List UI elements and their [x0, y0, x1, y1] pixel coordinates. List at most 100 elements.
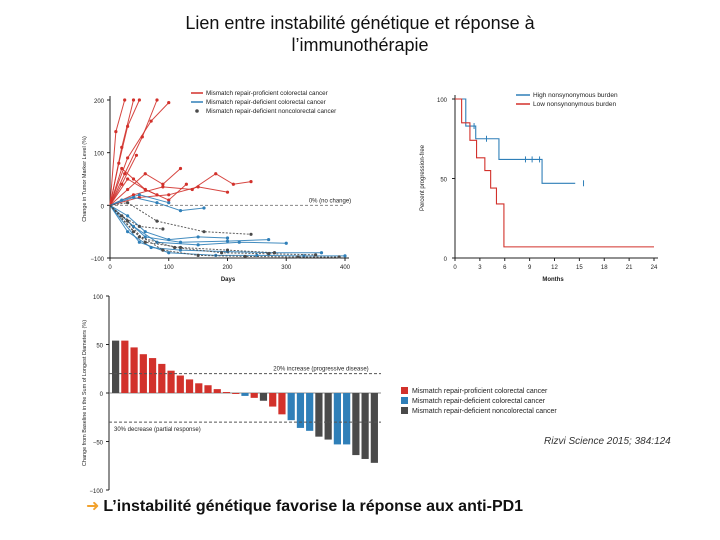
spider-data-point	[126, 124, 130, 128]
spider-data-point	[167, 201, 171, 205]
spider-data-point	[178, 166, 183, 171]
spider-data-point	[249, 232, 253, 236]
slide-title-line-1: Lien entre instabilité génétique et répo…	[185, 13, 535, 33]
spider-data-point	[314, 253, 318, 257]
spider-data-point	[178, 209, 183, 213]
waterfall-bar	[232, 393, 240, 394]
spider-data-point	[190, 187, 194, 192]
spider-series-line	[109, 167, 158, 206]
spider-data-point	[196, 235, 200, 239]
km-legend-label: High nonsynonymous burden	[533, 92, 618, 99]
spider-series-line	[109, 178, 187, 206]
km-y-tick-label: 100	[437, 98, 448, 104]
spider-data-point	[155, 193, 159, 197]
spider-data-point	[167, 237, 171, 242]
waterfall-ref-label-progressive: 20% increase (progressive disease)	[273, 367, 368, 373]
spider-legend-label: Mismatch repair-proficient colorectal ca…	[206, 90, 328, 97]
spider-series-line	[109, 204, 287, 246]
spider-data-point	[267, 252, 271, 256]
spider-data-point	[225, 250, 230, 254]
spider-data-point	[143, 235, 147, 239]
spider-data-point	[123, 98, 127, 102]
spider-data-point	[155, 219, 159, 223]
spider-series-line	[109, 196, 205, 212]
spider-data-point	[225, 236, 230, 240]
spider-data-point	[155, 98, 159, 102]
waterfall-bar	[121, 340, 129, 393]
spider-data-point	[296, 255, 300, 259]
arrow-right-icon: ➜	[86, 498, 100, 515]
spider-data-point	[196, 253, 200, 257]
spider-data-point	[120, 166, 124, 171]
km-x-label: Months	[542, 277, 564, 283]
spider-data-point	[231, 182, 235, 186]
spider-data-point	[126, 201, 130, 205]
waterfall-bar	[167, 370, 175, 393]
spider-data-point	[126, 156, 130, 160]
spider-data-point	[126, 177, 130, 181]
spider-data-point	[143, 240, 147, 244]
spider-series-line	[109, 173, 252, 206]
spider-data-point	[131, 98, 136, 102]
citation: Rizvi Science 2015; 384:124	[544, 436, 671, 447]
spider-data-point	[126, 219, 130, 223]
spider-series-line	[109, 99, 126, 206]
spider-data-point	[143, 187, 147, 192]
spider-data-point	[202, 230, 206, 234]
spider-legend-marker	[195, 109, 199, 113]
spider-data-point	[161, 248, 165, 252]
spider-data-point	[137, 240, 141, 244]
waterfall-bar	[112, 340, 120, 393]
slide-title: Lien entre instabilité génétique et répo…	[0, 12, 720, 56]
km-x-tick-label: 3	[478, 265, 482, 271]
km-y-label: Percent progression-free	[420, 144, 426, 211]
spider-data-point	[255, 253, 259, 257]
waterfall-bar	[278, 393, 286, 415]
spider-y-tick-label: 0	[101, 204, 105, 210]
spider-x-tick-label: 0	[108, 265, 112, 271]
spider-data-point	[167, 198, 171, 202]
spider-data-point	[167, 251, 171, 255]
spider-annotation: 0% (no change)	[309, 198, 351, 204]
waterfall-bar	[148, 358, 157, 393]
spider-data-point	[161, 185, 165, 189]
waterfall-bar	[324, 393, 332, 440]
spider-data-point	[343, 254, 347, 258]
spider-series-line	[109, 186, 228, 206]
spider-data-point	[337, 255, 341, 259]
spider-x-tick-label: 300	[281, 265, 292, 271]
spider-series-line	[109, 204, 269, 243]
spider-data-point	[225, 190, 230, 194]
spider-data-point	[131, 230, 136, 234]
spider-data-point	[143, 230, 147, 234]
takeaway: ➜ L’instabilité génétique favorise la rép…	[86, 496, 523, 516]
spider-data-point	[155, 240, 159, 244]
waterfall-bar	[370, 393, 378, 463]
waterfall-bar	[213, 389, 221, 393]
spider-series-line	[109, 99, 134, 206]
km-y-tick-label: 0	[444, 257, 448, 263]
spider-data-point	[123, 172, 127, 176]
spider-data-point	[167, 101, 171, 105]
spider-data-point	[134, 153, 139, 157]
waterfall-bar	[204, 385, 212, 393]
waterfall-bar	[250, 393, 258, 398]
km-x-tick-label: 15	[576, 265, 583, 271]
spider-data-point	[120, 198, 124, 202]
spider-data-point	[167, 193, 171, 197]
spider-data-point	[249, 180, 253, 184]
spider-data-point	[178, 245, 183, 250]
km-x-tick-label: 6	[503, 265, 507, 271]
km-legend-label: Low nonsynonymous burden	[533, 101, 616, 108]
km-x-tick-label: 21	[626, 265, 633, 271]
km-x-tick-label: 18	[601, 265, 608, 271]
waterfall-bar	[306, 393, 314, 431]
spider-data-point	[178, 248, 183, 252]
spider-series-line	[109, 204, 275, 254]
spider-data-point	[126, 187, 130, 192]
spider-series-line	[109, 205, 322, 254]
spider-data-point	[131, 177, 136, 181]
spider-data-point	[225, 248, 230, 252]
